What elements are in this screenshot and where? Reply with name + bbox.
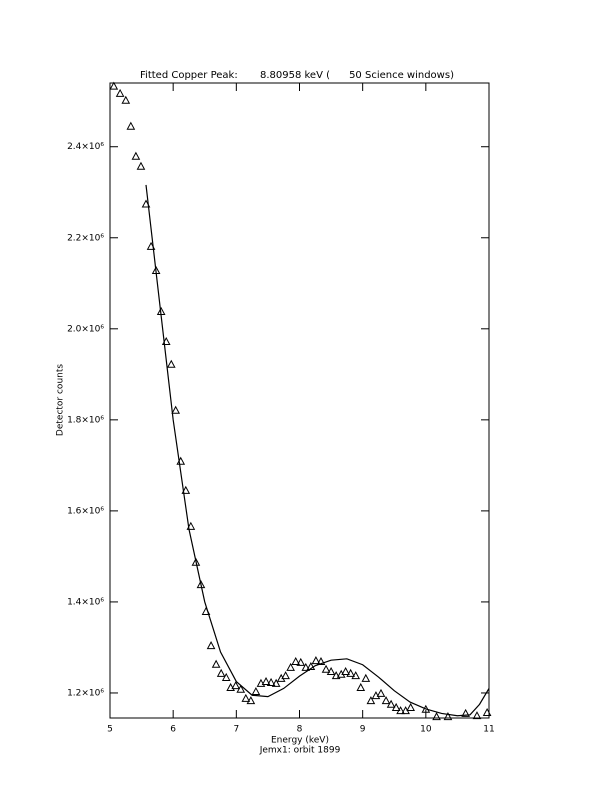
data-point (356, 682, 366, 691)
data-point (171, 405, 181, 414)
data-point (291, 656, 301, 666)
data-point (121, 95, 131, 104)
y-axis-label: Detector counts (56, 364, 66, 436)
data-point (281, 671, 290, 680)
x-tick-label: 7 (233, 725, 239, 735)
y-tick-label: 2.0×10⁶ (67, 324, 104, 334)
data-point (166, 359, 176, 368)
subtitle: Jemx1: orbit 1899 (259, 746, 341, 756)
data-point (296, 657, 306, 666)
data-point (326, 666, 336, 676)
data-point (306, 661, 316, 671)
data-point (216, 668, 226, 677)
data-point (231, 681, 241, 690)
data-point (261, 676, 271, 686)
x-axis-label: Energy (keV) (271, 736, 329, 746)
data-point (206, 641, 216, 650)
data-point (321, 664, 331, 673)
data-point (251, 686, 261, 696)
y-tick-label: 2.4×10⁶ (67, 142, 104, 152)
y-tick-label: 1.4×10⁶ (67, 597, 104, 607)
data-point (211, 659, 221, 668)
y-tick-label: 1.6×10⁶ (67, 506, 104, 516)
y-tick-label: 1.2×10⁶ (67, 688, 104, 698)
data-point (472, 711, 482, 720)
data-point (181, 485, 191, 494)
data-point (331, 671, 341, 680)
data-point (391, 702, 401, 711)
data-point (226, 682, 235, 691)
data-point (396, 706, 405, 715)
data-point (126, 121, 136, 130)
data-point (301, 662, 311, 671)
data-point (482, 707, 492, 716)
y-tick-label: 2.2×10⁶ (67, 233, 104, 243)
data-point (115, 88, 125, 97)
data-point (236, 684, 246, 693)
data-point (109, 81, 119, 90)
data-point (286, 662, 295, 671)
data-point (443, 712, 453, 721)
data-point (406, 702, 416, 711)
data-point (191, 557, 201, 566)
plot-frame (109, 82, 490, 719)
chart-title: Fitted Copper Peak: 8.80958 keV ( 50 Sci… (140, 70, 454, 81)
data-point (246, 696, 256, 705)
x-tick-label: 5 (107, 725, 113, 735)
data-point (256, 678, 266, 687)
x-tick-label: 9 (360, 725, 366, 735)
x-tick-label: 6 (170, 725, 176, 735)
fit-line (145, 184, 490, 717)
data-point (381, 696, 391, 705)
data-point (131, 151, 141, 160)
data-point (196, 580, 206, 589)
x-tick-label: 8 (297, 725, 303, 735)
y-tick-label: 1.8×10⁶ (67, 415, 104, 425)
data-point (366, 696, 376, 705)
data-point (432, 712, 441, 721)
data-point (351, 671, 361, 680)
data-point (376, 688, 386, 697)
data-point (461, 708, 470, 717)
data-point (341, 666, 350, 676)
data-point (266, 677, 276, 686)
data-point (271, 678, 281, 687)
data-point (386, 699, 396, 708)
data-point (136, 161, 146, 170)
data-point (311, 656, 321, 665)
data-point (316, 656, 326, 666)
data-point (346, 668, 356, 677)
x-tick-label: 11 (483, 725, 494, 735)
data-point (221, 672, 231, 681)
data-point (361, 673, 371, 682)
data-point (241, 693, 251, 702)
x-tick-label: 10 (420, 725, 432, 735)
